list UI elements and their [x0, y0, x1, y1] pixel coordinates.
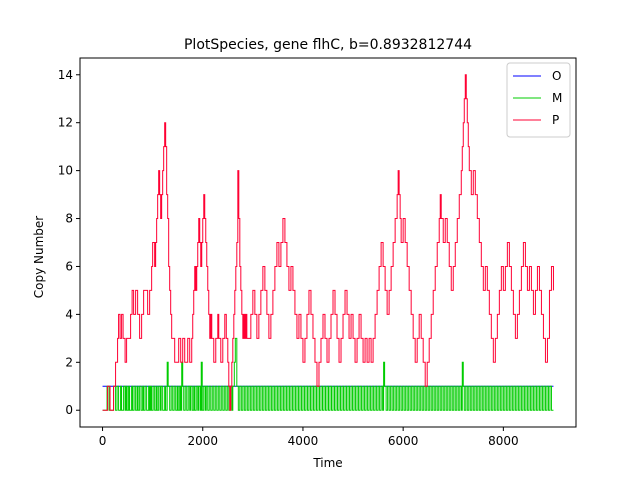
- x-tick-label: 0: [99, 434, 107, 448]
- legend: OMP: [506, 62, 571, 138]
- y-tick-label: 14: [58, 68, 73, 82]
- y-axis-label: Copy Number: [32, 216, 46, 299]
- legend-box: [506, 62, 571, 138]
- y-tick-label: 6: [65, 259, 73, 273]
- x-tick-label: 6000: [388, 434, 419, 448]
- y-tick-label: 4: [65, 307, 73, 321]
- y-tick-label: 10: [58, 164, 73, 178]
- series-line-m: [102, 337, 554, 411]
- x-tick-label: 2000: [187, 434, 218, 448]
- y-tick-label: 12: [58, 116, 73, 130]
- y-tick-label: 0: [65, 403, 73, 417]
- legend-label-p: P: [552, 113, 559, 127]
- series-line-p: [102, 74, 554, 411]
- x-axis-label: Time: [312, 456, 342, 470]
- axes-frame: [79, 57, 577, 428]
- y-tick-label: 8: [65, 212, 73, 226]
- plot-area: [102, 74, 554, 411]
- x-tick-label: 8000: [488, 434, 519, 448]
- series-group: [102, 74, 554, 411]
- y-tick-label: 2: [65, 355, 73, 369]
- legend-label-o: O: [552, 69, 561, 83]
- x-tick-label: 4000: [288, 434, 319, 448]
- axes: 0 2000 4000 6000 8000 0 2 4 6 8 10 12 14: [58, 57, 577, 448]
- legend-label-m: M: [552, 91, 562, 105]
- chart-title: PlotSpecies, gene flhC, b=0.8932812744: [184, 37, 472, 53]
